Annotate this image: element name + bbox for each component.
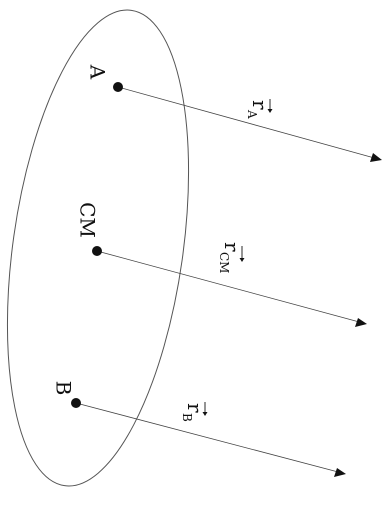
vector-label-rB-base: r xyxy=(183,403,207,413)
point-a-label: A xyxy=(86,64,110,80)
point-b-label: B xyxy=(52,381,76,396)
arrowhead-icon xyxy=(334,468,346,477)
point-cm-dot xyxy=(92,246,102,256)
vector-arrow-rA xyxy=(117,86,382,162)
vector-label-rA-sub: A xyxy=(245,109,259,119)
vector-label-rA: r A xyxy=(245,99,273,119)
vector-arrow-icon xyxy=(239,258,245,262)
vector-label-rCM-base: r xyxy=(220,242,244,252)
point-a-dot xyxy=(113,82,123,92)
vector-label-rCM-sub: CM xyxy=(217,252,231,273)
point-b-dot xyxy=(71,398,81,408)
vector-label-rB: r B xyxy=(180,402,208,422)
vector-label-rB-sub: B xyxy=(180,413,194,422)
vector-arrow-icon xyxy=(202,412,208,416)
arrowhead-icon xyxy=(355,318,367,327)
arrowhead-icon xyxy=(370,153,382,162)
vector-arrow-rB xyxy=(75,402,346,477)
vector-label-rA-base: r xyxy=(248,100,272,110)
vector-label-rCM: r CM xyxy=(217,242,245,273)
vector-arrow-rCM xyxy=(96,250,367,327)
point-cm-label: CM xyxy=(76,202,100,238)
vector-arrow-icon xyxy=(267,109,273,113)
